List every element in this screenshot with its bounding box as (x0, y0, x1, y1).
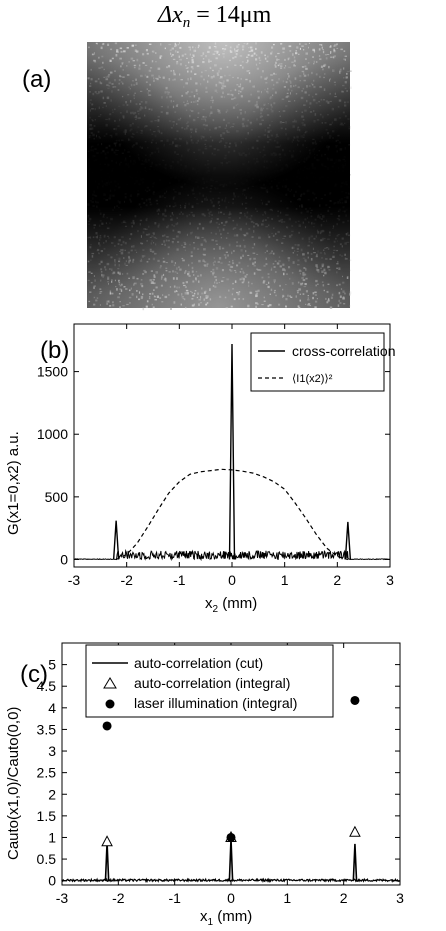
chart-c: -3 -2 -1 0 1 2 3 0 0.5 1 1.5 2 2.5 3 3.5 4 4.5 5 auto-cor… (5, 642, 404, 928)
chart-b-peak-0 (112, 520, 120, 560)
chart-c-ytick-label: 5 (48, 657, 56, 673)
chart-c-ytick-label: 3.5 (37, 721, 57, 737)
chart-b-legend: cross-correlation ⟨I1(x2)⟩² (250, 332, 395, 392)
header-rest: = 14μm (190, 2, 271, 28)
legend-c-triangle-swatch (103, 677, 117, 689)
chart-c-ytick-label: 1.5 (37, 808, 57, 824)
legend-c-circle-label: laser illumination (integral) (134, 695, 297, 711)
chart-c-xtick-label: -1 (168, 890, 181, 906)
header-prefix: Δx (157, 2, 183, 28)
chart-c-xtick-label: -3 (56, 890, 69, 906)
chart-b-ticks: -3 -2 -1 0 1 2 3 0 500 1000 1500 (37, 324, 394, 588)
chart-c-circle-point (102, 721, 112, 731)
chart-b-ytick-label: 1500 (37, 364, 68, 380)
chart-c-peak-1 (228, 838, 234, 881)
chart-b-xtick-label: 0 (228, 572, 236, 588)
chart-c-ytick-label: 2.5 (37, 765, 57, 781)
chart-c-ytick-label: 1 (48, 829, 56, 845)
chart-c-ytick-label: 4 (48, 700, 56, 716)
chart-c-ytick-label: 4.5 (37, 678, 57, 694)
chart-c-legend: auto-correlation (cut) auto-correlation … (85, 644, 334, 718)
speckle-image (87, 42, 352, 311)
chart-b-peak-1 (228, 344, 236, 560)
chart-b-ytick-label: 500 (45, 489, 69, 505)
chart-c-ytick-label: 0.5 (37, 851, 57, 867)
chart-b-peak-2 (344, 521, 352, 560)
chart-c-ytick-label: 2 (48, 786, 56, 802)
chart-c-triangle-point (349, 825, 361, 837)
panel-c-label: (c) (20, 661, 48, 688)
chart-c-ytick-label: 3 (48, 743, 56, 759)
chart-c-triangle-point (101, 835, 113, 847)
legend-c-solid-label: auto-correlation (cut) (134, 655, 263, 671)
chart-c-ylabel: Cauto(x1,0)/Cauto(0,0) (5, 707, 22, 860)
chart-b-solid-series (73, 344, 391, 562)
chart-c-peak-0 (104, 842, 110, 881)
chart-c-peak-2 (352, 843, 358, 881)
legend-b-dashed-label: ⟨I1(x2)⟩² (292, 373, 333, 385)
chart-c-xtick-label: 3 (396, 890, 404, 906)
legend-c-circle-swatch (105, 699, 115, 709)
header-sub: n (183, 15, 191, 31)
chart-b-dashed-series (115, 468, 349, 561)
legend-b-solid-label: cross-correlation (292, 343, 395, 359)
chart-c-series (61, 695, 401, 884)
chart-b-dashed-line (115, 468, 349, 561)
legend-c-triangle-label: auto-correlation (integral) (134, 675, 290, 691)
chart-b-xtick-label: 2 (333, 572, 341, 588)
chart-b-xtick-label: 3 (386, 572, 394, 588)
chart-c-xtick-label: 0 (227, 890, 235, 906)
chart-c-xtick-label: 1 (283, 890, 291, 906)
chart-b-xtick-label: -1 (173, 572, 186, 588)
panel-b-label: (b) (40, 337, 69, 364)
chart-b-solid-line (73, 548, 391, 562)
chart-b-ytick-label: 0 (60, 551, 68, 567)
chart-b-xlabel: x2 (mm) (205, 595, 257, 615)
chart-c-ticks: -3 -2 -1 0 1 2 3 0 0.5 1 1.5 2 2.5 3 3.5 4 4.5 5 (37, 643, 404, 906)
chart-b-xtick-label: -3 (68, 572, 81, 588)
chart-b-xtick-label: -2 (120, 572, 133, 588)
panel-a-label: (a) (22, 66, 51, 93)
chart-c-ytick-label: 0 (48, 873, 56, 889)
chart-b-xtick-label: 1 (281, 572, 289, 588)
chart-c-solid-line (61, 877, 401, 884)
chart-c-xlabel: x1 (mm) (200, 908, 252, 928)
chart-c-circle-point (350, 695, 360, 705)
chart-c-xtick-label: -2 (112, 890, 125, 906)
chart-c-circle-point (226, 832, 236, 842)
chart-c-xtick-label: 2 (340, 890, 348, 906)
chart-b: -3 -2 -1 0 1 2 3 0 500 1000 1500 cross-correlation… (5, 323, 395, 615)
figure-header: Δxn = 14μm (157, 2, 272, 31)
chart-b-ylabel: G(x1=0,x2) a.u. (5, 431, 22, 535)
chart-b-ytick-label: 1000 (37, 426, 68, 442)
